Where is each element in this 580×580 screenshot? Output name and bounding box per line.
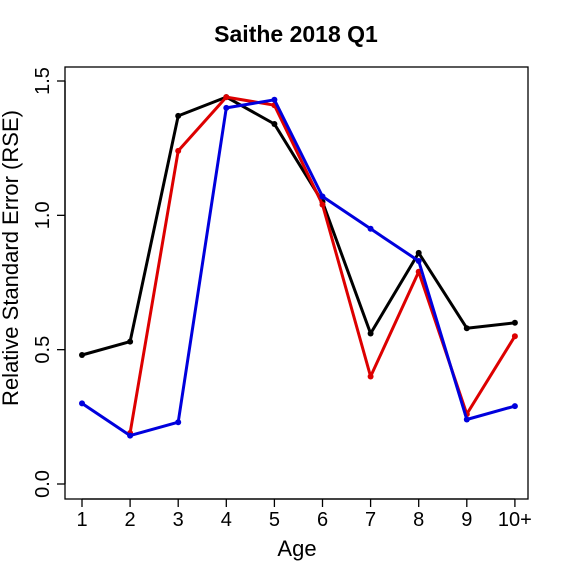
data-point [463, 416, 470, 423]
series-line [81, 98, 516, 438]
data-point [223, 104, 230, 111]
data-point [127, 338, 134, 345]
data-point [367, 225, 374, 232]
series-line [81, 95, 516, 357]
x-tick-label: 10+ [498, 509, 532, 531]
data-point [415, 258, 422, 264]
data-point [175, 147, 182, 154]
x-tick-label: 4 [221, 509, 232, 531]
y-tick-label: 1.0 [32, 201, 54, 229]
data-point [271, 96, 278, 103]
data-point [415, 249, 422, 256]
data-point [319, 193, 326, 200]
x-tick-label: 2 [125, 509, 136, 531]
chart-title: Saithe 2018 Q1 [214, 21, 378, 47]
y-tick-label: 0.5 [32, 336, 54, 364]
data-point [223, 94, 230, 101]
data-point [79, 352, 85, 358]
series-line [128, 95, 517, 434]
data-point [271, 121, 278, 127]
data-point [175, 419, 182, 426]
data-point [463, 325, 470, 332]
series-3 [79, 96, 518, 439]
x-tick-label: 8 [413, 509, 424, 531]
x-tick-label: 9 [461, 509, 472, 531]
y-axis: 0.0 0.5 1.0 1.5 [32, 67, 66, 498]
data-point [367, 330, 374, 337]
data-point [175, 112, 182, 119]
series-2 [127, 94, 518, 436]
data-point [79, 400, 85, 407]
data-point [367, 373, 374, 380]
y-tick-label: 1.5 [32, 67, 54, 95]
x-axis: 1 2 3 4 5 6 7 8 9 10+ [76, 498, 532, 531]
x-tick-label: 6 [317, 509, 328, 531]
data-point [511, 319, 518, 326]
data-point [511, 333, 518, 340]
x-tick-label: 5 [269, 509, 280, 531]
x-tick-label: 3 [173, 509, 184, 531]
data-point [511, 403, 518, 410]
x-tick-label: 1 [76, 509, 87, 531]
y-axis-label: Relative Standard Error (RSE) [0, 110, 23, 406]
x-axis-label: Age [277, 536, 316, 561]
y-tick-label: 0.0 [32, 470, 54, 498]
series-layer [79, 94, 518, 439]
x-tick-label: 7 [365, 509, 376, 531]
series-1 [79, 94, 518, 358]
data-point [127, 432, 134, 439]
data-point [319, 201, 326, 208]
